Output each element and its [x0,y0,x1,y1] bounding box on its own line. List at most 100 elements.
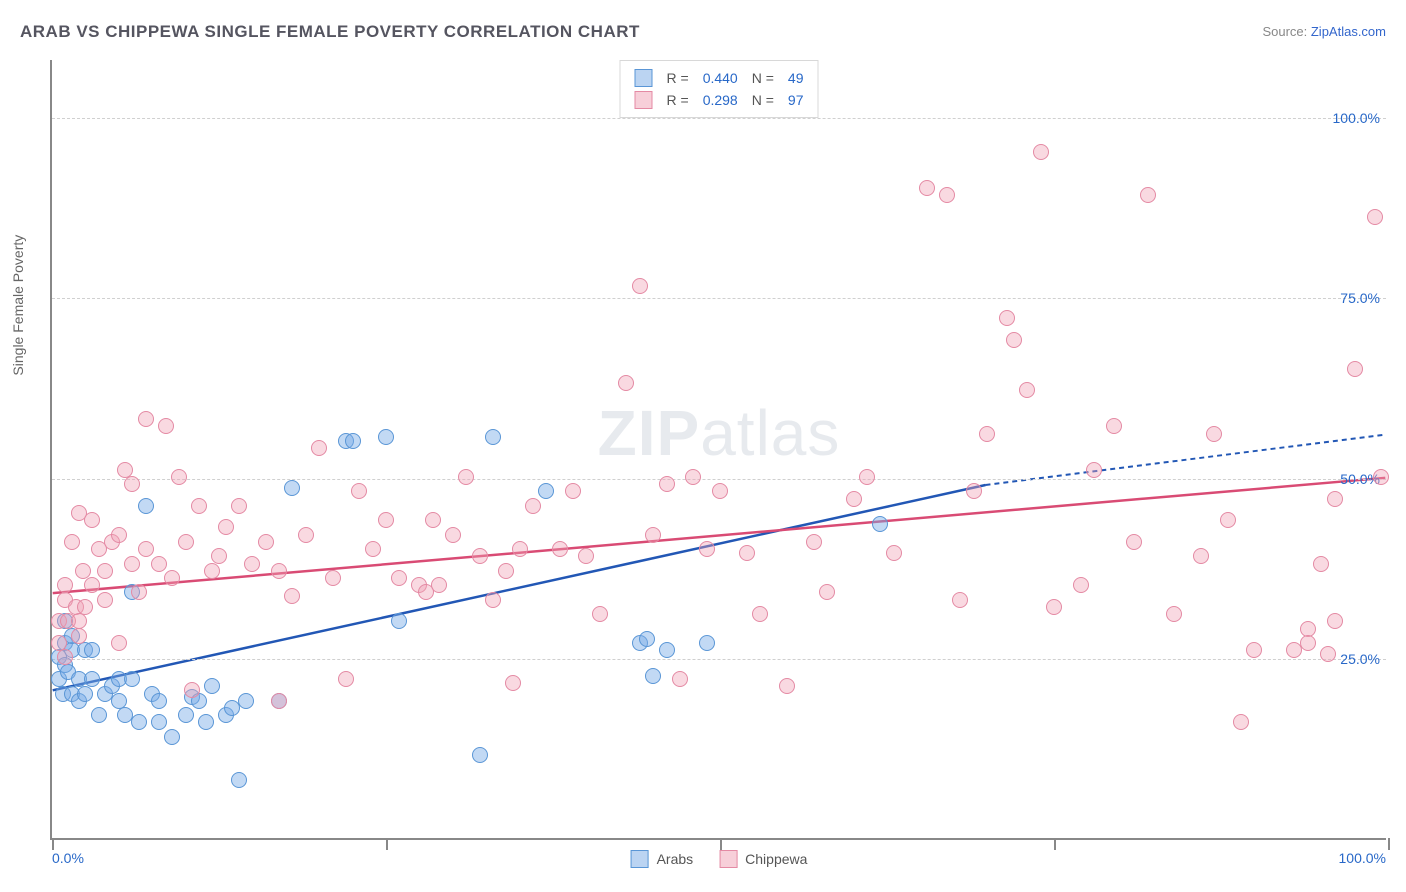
data-point [57,649,73,665]
data-point [151,556,167,572]
data-point [75,563,91,579]
legend-item: Arabs [631,850,694,868]
data-point [659,476,675,492]
data-point [1073,577,1089,593]
source-prefix: Source: [1262,24,1310,39]
data-point [645,527,661,543]
data-point [378,429,394,445]
data-point [872,516,888,532]
x-tick [1054,838,1056,850]
legend-label: Arabs [657,851,694,867]
data-point [218,519,234,535]
data-point [57,577,73,593]
data-point [618,375,634,391]
data-point [505,675,521,691]
y-tick-label: 75.0% [1340,290,1380,306]
data-point [124,671,140,687]
x-tick-label-right: 100.0% [1339,850,1386,866]
series-legend: Arabs Chippewa [631,850,808,868]
data-point [592,606,608,622]
data-point [198,714,214,730]
trend-lines [52,60,1386,838]
data-point [685,469,701,485]
data-point [365,541,381,557]
data-point [639,631,655,647]
x-tick-label-left: 0.0% [52,850,84,866]
x-tick [386,838,388,850]
data-point [211,548,227,564]
legend-item: Chippewa [719,850,807,868]
data-point [525,498,541,514]
data-point [131,584,147,600]
data-point [151,693,167,709]
data-point [1206,426,1222,442]
data-point [1246,642,1262,658]
data-point [164,729,180,745]
data-point [431,577,447,593]
data-point [351,483,367,499]
data-point [325,570,341,586]
data-point [151,714,167,730]
data-point [1106,418,1122,434]
data-point [1046,599,1062,615]
data-point [345,433,361,449]
data-point [498,563,514,579]
data-point [1086,462,1102,478]
data-point [204,563,220,579]
data-point [84,671,100,687]
data-point [164,570,180,586]
legend-swatch [719,850,737,868]
data-point [97,592,113,608]
data-point [1300,635,1316,651]
data-point [1126,534,1142,550]
x-tick [1388,838,1390,850]
x-tick [52,838,54,850]
data-point [939,187,955,203]
data-point [819,584,835,600]
legend-r-value: 0.440 [703,70,738,86]
data-point [64,534,80,550]
legend-n-value: 49 [788,70,804,86]
source-link[interactable]: ZipAtlas.com [1311,24,1386,39]
y-axis-label: Single Female Poverty [10,235,26,376]
legend-r-label: R = [667,92,689,108]
data-point [271,563,287,579]
data-point [1006,332,1022,348]
data-point [779,678,795,694]
y-tick-label: 25.0% [1340,651,1380,667]
data-point [77,686,93,702]
legend-swatch [635,69,653,87]
legend-swatch [631,850,649,868]
data-point [1019,382,1035,398]
data-point [952,592,968,608]
data-point [284,480,300,496]
data-point [806,534,822,550]
data-point [425,512,441,528]
data-point [472,548,488,564]
data-point [97,563,113,579]
x-tick [720,838,722,850]
data-point [859,469,875,485]
data-point [284,588,300,604]
data-point [77,599,93,615]
chart-title: ARAB VS CHIPPEWA SINGLE FEMALE POVERTY C… [20,22,640,42]
data-point [578,548,594,564]
data-point [552,541,568,557]
data-point [1327,613,1343,629]
gridline-h [52,479,1386,480]
data-point [538,483,554,499]
data-point [659,642,675,658]
data-point [999,310,1015,326]
source-credit: Source: ZipAtlas.com [1262,24,1386,39]
data-point [485,592,501,608]
data-point [298,527,314,543]
legend-n-value: 97 [788,92,804,108]
data-point [739,545,755,561]
data-point [672,671,688,687]
data-point [84,577,100,593]
data-point [71,628,87,644]
data-point [1313,556,1329,572]
legend-label: Chippewa [745,851,807,867]
data-point [131,714,147,730]
y-tick-label: 100.0% [1333,110,1380,126]
